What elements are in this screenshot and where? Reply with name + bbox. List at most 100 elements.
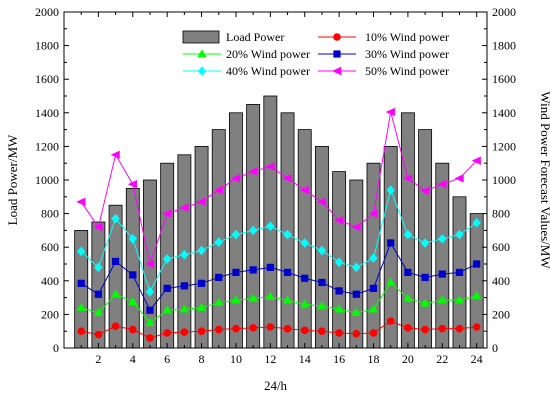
point-20pct-wind-power-23 [454,295,465,304]
x-tick-label-12: 12 [264,352,276,366]
point-50pct-wind-power-18 [368,209,378,218]
point-20pct-wind-power-2 [93,307,103,316]
point-50pct-wind-power-13 [282,174,292,183]
point-10pct-wind-power-2 [94,330,103,339]
point-20pct-wind-power-19 [386,277,396,286]
y-right-tick-label-1600: 1600 [492,72,516,86]
x-tick-label-22: 22 [436,352,448,366]
point-10pct-wind-power-12 [266,323,275,331]
point-30pct-wind-power-24 [473,260,481,268]
series-line-50pct-wind-power [80,111,478,266]
point-50pct-wind-power-15 [316,197,327,207]
point-30pct-wind-power-6 [163,284,171,292]
point-10pct-wind-power-19 [386,317,395,325]
x-tick-label-2: 2 [95,352,101,366]
point-20pct-wind-power-21 [420,298,430,307]
point-40pct-wind-power-15 [317,245,327,256]
point-50pct-wind-power-6 [162,209,172,218]
legend-label-10pct-wind-power: 10% Wind power [365,30,449,44]
load-bar-4 [125,187,140,349]
point-50pct-wind-power-1 [76,197,86,207]
point-20pct-wind-power-8 [196,302,207,311]
y-left-tick-label-200: 200 [41,307,59,321]
point-20pct-wind-power-15 [317,301,327,310]
y-left-tick-label-1600: 1600 [35,72,59,86]
legend-item-30pct-wind-power: 30% Wind power [318,47,449,61]
point-10pct-wind-power-16 [335,329,343,337]
load-bar-22 [435,162,450,349]
point-30pct-wind-power-13 [283,268,292,276]
point-50pct-wind-power-22 [437,180,447,189]
point-20pct-wind-power-5 [145,318,155,326]
point-40pct-wind-power-3 [111,213,120,224]
point-40pct-wind-power-11 [248,225,258,236]
point-10pct-wind-power-11 [249,324,257,332]
point-20pct-wind-power-11 [248,293,258,302]
x-tick-label-10: 10 [230,352,242,366]
point-10pct-wind-power-21 [421,325,429,334]
point-30pct-wind-power-12 [266,263,274,271]
point-40pct-wind-power-23 [455,229,464,240]
point-10pct-wind-power-24 [472,323,481,331]
legend-item-load-power: Load Power [182,30,284,44]
point-30pct-wind-power-1 [77,279,85,287]
point-20pct-wind-power-6 [162,305,172,314]
point-20pct-wind-power-4 [128,297,138,305]
point-20pct-wind-power-12 [265,291,275,300]
point-30pct-wind-power-5 [146,306,154,314]
y-right-tick-label-200: 200 [492,307,510,321]
y-right-tick-label-0: 0 [492,341,498,355]
y-left-tick-label-600: 600 [41,240,59,254]
point-50pct-wind-power-5 [144,259,155,269]
legend-marker-20pct-wind-power [197,49,207,58]
point-10pct-wind-power-20 [404,324,412,332]
point-20pct-wind-power-3 [110,289,121,298]
point-30pct-wind-power-9 [215,273,223,282]
point-10pct-wind-power-6 [163,329,171,337]
point-40pct-wind-power-20 [403,229,413,240]
y-right-tick-label-1000: 1000 [492,173,516,187]
point-50pct-wind-power-21 [420,186,430,196]
legend-label-40pct-wind-power: 40% Wind power [226,64,310,78]
point-20pct-wind-power-16 [334,304,344,313]
x-tick-label-14: 14 [299,352,311,366]
point-40pct-wind-power-12 [266,221,275,231]
x-axis-title: 24/h [264,378,288,393]
series-layer [76,107,482,342]
point-50pct-wind-power-12 [265,162,275,171]
point-40pct-wind-power-8 [197,245,206,256]
point-10pct-wind-power-18 [369,329,378,337]
point-30pct-wind-power-16 [335,287,343,295]
y-left-tick-label-1000: 1000 [35,173,59,187]
series-line-20pct-wind-power [81,281,477,324]
legend-marker-40pct-wind-power [197,66,207,76]
point-40pct-wind-power-17 [352,262,361,273]
legend-item-50pct-wind-power: 50% Wind power [318,64,449,78]
legend: Load Power 10% Wind power 20% Wind power 30… [182,30,449,78]
legend-marker-30pct-wind-power [333,50,341,58]
point-10pct-wind-power-8 [197,327,206,336]
point-20pct-wind-power-17 [351,307,361,316]
point-30pct-wind-power-21 [421,273,429,282]
point-40pct-wind-power-16 [334,257,344,268]
y-axis-left-title: Load Power/MW [5,134,20,225]
x-tick-label-18: 18 [368,352,380,366]
point-20pct-wind-power-1 [76,302,86,311]
point-40pct-wind-power-5 [145,286,155,297]
legend-label-50pct-wind-power: 50% Wind power [365,64,449,78]
point-50pct-wind-power-10 [230,174,241,183]
point-10pct-wind-power-13 [283,324,292,333]
point-50pct-wind-power-2 [93,222,103,232]
legend-label-20pct-wind-power: 20% Wind power [226,47,310,61]
point-20pct-wind-power-13 [282,295,293,304]
point-30pct-wind-power-23 [455,268,464,276]
y-left-tick-label-1200: 1200 [35,139,59,153]
point-30pct-wind-power-19 [387,239,395,247]
point-10pct-wind-power-4 [128,325,137,334]
point-30pct-wind-power-11 [249,266,257,274]
point-50pct-wind-power-9 [213,185,223,195]
y-left-tick-label-2000: 2000 [35,5,59,19]
point-20pct-wind-power-18 [368,304,379,313]
point-30pct-wind-power-17 [352,290,360,298]
